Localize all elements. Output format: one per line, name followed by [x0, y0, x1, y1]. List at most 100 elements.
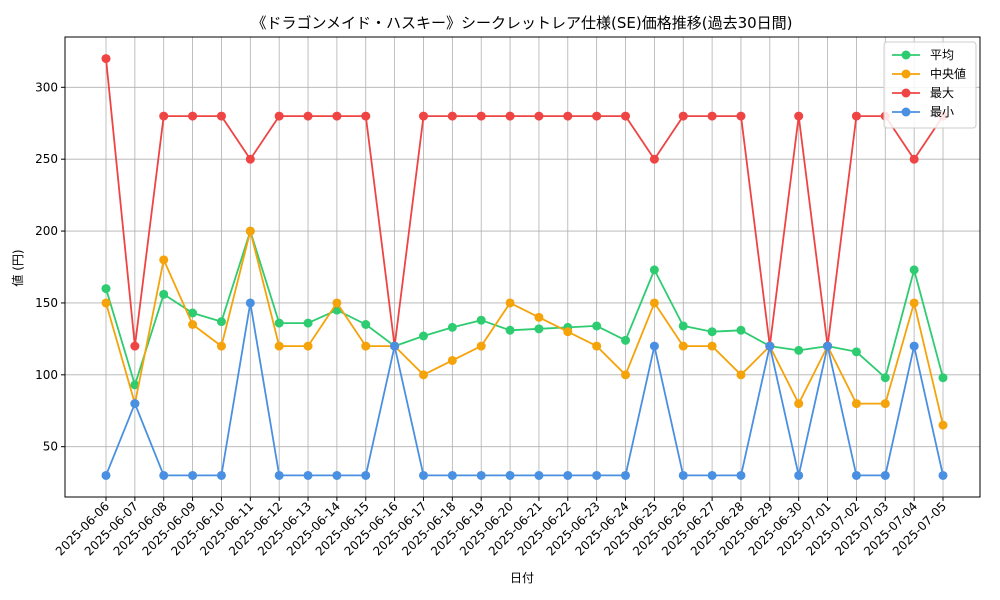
- y-tick-label: 100: [35, 368, 58, 382]
- series-layer: [101, 54, 948, 480]
- legend-label: 平均: [930, 48, 954, 62]
- data-point: [361, 470, 371, 480]
- data-point: [563, 111, 573, 121]
- data-point: [880, 399, 890, 409]
- chart-title: 《ドラゴンメイド・ハスキー》シークレットレア仕様(SE)価格推移(過去30日間): [251, 14, 792, 32]
- data-point: [418, 470, 428, 480]
- legend-label: 最大: [930, 86, 954, 100]
- data-point: [736, 325, 746, 335]
- data-point: [592, 321, 602, 331]
- data-point: [621, 111, 631, 121]
- data-point: [101, 470, 111, 480]
- data-point: [880, 470, 890, 480]
- data-point: [823, 341, 833, 351]
- data-point: [303, 318, 313, 328]
- data-point: [505, 470, 515, 480]
- data-point: [418, 370, 428, 380]
- series-group: [101, 298, 948, 480]
- data-point: [216, 470, 226, 480]
- data-point: [794, 399, 804, 409]
- data-point: [851, 347, 861, 357]
- data-point: [707, 470, 717, 480]
- data-point: [216, 317, 226, 327]
- y-tick-label: 200: [35, 224, 58, 238]
- data-point: [476, 111, 486, 121]
- data-point: [909, 341, 919, 351]
- y-tick-label: 300: [35, 80, 58, 94]
- data-point: [303, 111, 313, 121]
- data-point: [592, 111, 602, 121]
- data-point: [851, 399, 861, 409]
- data-point: [736, 470, 746, 480]
- data-point: [159, 255, 169, 265]
- data-point: [851, 111, 861, 121]
- data-point: [274, 111, 284, 121]
- data-point: [274, 341, 284, 351]
- data-point: [188, 470, 198, 480]
- data-point: [418, 111, 428, 121]
- y-tick-label: 150: [35, 296, 58, 310]
- data-point: [505, 111, 515, 121]
- data-point: [534, 111, 544, 121]
- data-point: [101, 284, 111, 294]
- y-axis-title: 値 (円): [10, 249, 25, 286]
- data-point: [563, 327, 573, 337]
- x-axis-title: 日付: [510, 571, 534, 585]
- data-point: [101, 54, 111, 64]
- legend-swatch-marker: [901, 107, 911, 117]
- data-point: [880, 373, 890, 383]
- data-point: [592, 341, 602, 351]
- data-point: [159, 289, 169, 299]
- data-point: [274, 470, 284, 480]
- data-point: [909, 298, 919, 308]
- data-point: [303, 470, 313, 480]
- data-point: [938, 470, 948, 480]
- data-point: [505, 325, 515, 335]
- data-point: [245, 226, 255, 236]
- data-point: [216, 341, 226, 351]
- data-point: [390, 341, 400, 351]
- series-line: [105, 301, 944, 477]
- data-point: [361, 341, 371, 351]
- data-point: [188, 320, 198, 329]
- data-point: [418, 331, 428, 341]
- data-point: [216, 111, 226, 121]
- data-point: [621, 335, 631, 345]
- series-group: [101, 54, 948, 351]
- data-point: [909, 265, 919, 275]
- data-point: [130, 380, 140, 390]
- data-point: [101, 298, 111, 308]
- data-point: [938, 420, 948, 430]
- series-line: [105, 230, 944, 426]
- data-point: [678, 111, 688, 121]
- data-point: [765, 341, 775, 351]
- plot-frame: [64, 36, 981, 498]
- data-point: [361, 320, 371, 329]
- legend-swatch-marker: [901, 50, 911, 60]
- data-point: [245, 298, 255, 308]
- data-point: [909, 154, 919, 164]
- data-point: [678, 321, 688, 331]
- data-point: [476, 470, 486, 480]
- data-point: [332, 470, 342, 480]
- data-point: [649, 341, 659, 351]
- data-point: [303, 341, 313, 351]
- data-point: [707, 341, 717, 351]
- data-point: [361, 111, 371, 121]
- data-point: [534, 324, 544, 334]
- data-point: [794, 111, 804, 121]
- data-point: [447, 111, 457, 121]
- legend-label: 中央値: [930, 66, 966, 81]
- data-point: [159, 111, 169, 121]
- data-point: [563, 470, 573, 480]
- data-point: [130, 399, 140, 409]
- legend-box: [883, 41, 977, 129]
- data-point: [447, 470, 457, 480]
- data-point: [505, 298, 515, 308]
- series-group: [101, 226, 948, 390]
- data-point: [736, 370, 746, 380]
- data-point: [851, 470, 861, 480]
- data-point: [794, 470, 804, 480]
- data-point: [649, 298, 659, 308]
